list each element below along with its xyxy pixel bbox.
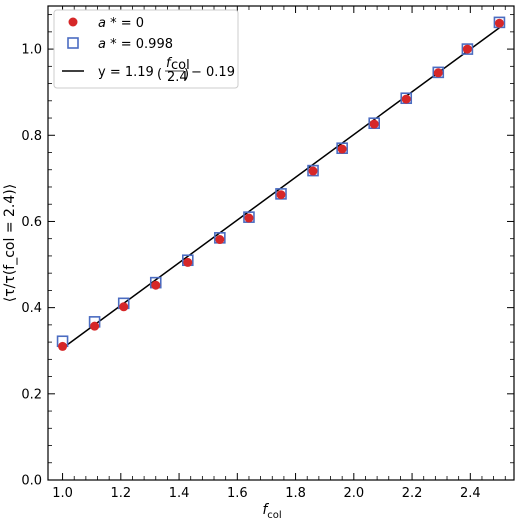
circle-point-a0 (494, 18, 504, 28)
y-tick-label: 0.4 (21, 301, 42, 316)
fit-paren-right: ) (184, 67, 189, 82)
x-tick-label: 1.2 (110, 486, 131, 501)
circle-point-a0 (401, 94, 411, 104)
x-tick-label: 1.0 (52, 486, 73, 501)
legend-marker-a0998 (67, 37, 79, 49)
circle-point-a0 (215, 235, 225, 245)
x-tick-label: 1.4 (169, 486, 190, 501)
square-point-a0998 (307, 164, 319, 177)
y-tick-label: 0.0 (21, 474, 42, 489)
circle-point-a0 (90, 321, 100, 331)
circle-point-a0 (58, 341, 68, 351)
x-tick-label: 1.8 (285, 486, 306, 501)
fit-label-suffix: − 0.19 (191, 65, 235, 80)
legend-label-a0998: a * = 0.998 (98, 37, 173, 52)
y-tick-label: 1.0 (21, 43, 42, 58)
circle-point-a0 (308, 166, 318, 176)
fit-line (62, 27, 500, 349)
circle-point-a0 (433, 68, 443, 78)
circle-point-a0 (119, 302, 129, 312)
y-tick-label: 0.8 (21, 129, 42, 144)
legend-marker-a0 (68, 17, 78, 27)
fit-frac-den: 2.4 (167, 70, 188, 85)
y-axis-label: ⟨τ/τ(f_col = 2.4)⟩ (2, 184, 18, 302)
circle-point-a0 (183, 257, 193, 267)
legend: a * = 0 a * = 0.998 y = 1.19 ( f col 2.4… (53, 9, 239, 89)
axis-ticks: 1.0 1.2 1.4 1.6 1.8 2.0 2.2 2.4 0.0 0.2 0.4 0.6 0.8 1… (21, 6, 514, 501)
fit-paren-left: ( (157, 67, 162, 82)
square-point-a0998 (461, 43, 474, 55)
circle-point-a0 (369, 119, 379, 129)
fit-label-prefix: y = 1.19 (98, 65, 154, 80)
x-axis-label: fcol (262, 502, 281, 520)
fit-frac-num-sub: col (171, 58, 190, 73)
circle-point-a0 (462, 44, 472, 54)
circle-point-a0 (244, 213, 254, 223)
legend-label-fit: y = 1.19 ( f col 2.4 ) − 0.19 (98, 56, 235, 85)
circle-point-a0 (276, 190, 286, 200)
fit-line-layer (62, 27, 500, 349)
circle-point-a0 (337, 144, 347, 154)
legend-box (53, 9, 239, 89)
y-tick-label: 0.6 (21, 215, 42, 230)
circle-point-a0 (151, 280, 161, 290)
x-tick-label: 2.4 (460, 486, 481, 501)
x-tick-label: 1.6 (227, 486, 248, 501)
legend-label-a0: a * = 0 (98, 16, 144, 31)
fit-frac-num: f (166, 56, 173, 71)
y-tick-label: 0.2 (21, 387, 42, 402)
data-markers (56, 16, 506, 351)
square-point-a0998 (432, 66, 445, 79)
x-tick-label: 2.2 (402, 486, 423, 501)
x-tick-label: 2.0 (343, 486, 364, 501)
